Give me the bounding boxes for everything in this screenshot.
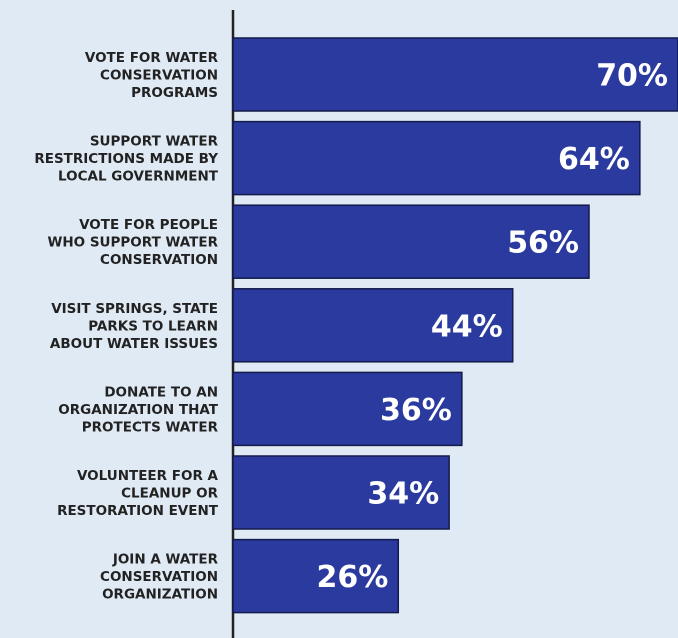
category-label-line: JOIN A WATER [112, 552, 219, 568]
category-label-line: PROGRAMS [131, 85, 218, 101]
category-label: VISIT SPRINGS, STATE PARKS TO LEARN ABOUT … [50, 301, 218, 352]
category-label-line: VOLUNTEER FOR A [77, 468, 219, 484]
category-label-line: ORGANIZATION THAT [58, 402, 219, 418]
bar-value-label: 36% [380, 393, 452, 428]
category-label: VOTE FOR PEOPLE WHO SUPPORT WATER CONSERVA… [47, 217, 218, 268]
bar-value-label: 44% [431, 309, 503, 344]
bar [232, 204, 590, 279]
category-label-line: RESTRICTIONS MADE BY [34, 151, 218, 167]
bar-value-label: 64% [558, 142, 630, 177]
category-label-line: DONATE TO AN [104, 384, 218, 400]
category-label: JOIN A WATER CONSERVATION ORGANIZATION [100, 552, 219, 603]
bar [232, 371, 463, 447]
category-label-line: PROTECTS WATER [82, 419, 219, 435]
category-label: DONATE TO AN ORGANIZATION THAT PROTECTS WA… [58, 384, 219, 435]
bar [232, 37, 678, 112]
category-label-line: ABOUT WATER ISSUES [50, 336, 218, 352]
category-label: SUPPORT WATER RESTRICTIONS MADE BY LOCAL G… [34, 134, 218, 185]
category-label-line: VOTE FOR PEOPLE [79, 217, 218, 233]
category-label-line: CONSERVATION [100, 68, 218, 84]
category-label-line: CONSERVATION [100, 252, 218, 268]
bar-value-label: 34% [367, 477, 439, 512]
category-label-line: CLEANUP OR [121, 486, 219, 502]
bar-value-label: 26% [316, 560, 388, 595]
category-label-line: LOCAL GOVERNMENT [58, 169, 219, 185]
category-label-line: VOTE FOR WATER [85, 50, 219, 66]
bar [232, 538, 400, 614]
bar-value-label: 70% [596, 59, 668, 94]
category-label-line: SUPPORT WATER [90, 134, 219, 150]
bar [232, 120, 641, 196]
bar-value-label: 56% [507, 226, 579, 261]
category-label-line: CONSERVATION [100, 569, 218, 585]
category-label-line: ORGANIZATION [102, 587, 218, 603]
category-label: VOTE FOR WATER CONSERVATION PROGRAMS [85, 50, 219, 101]
category-label-line: WHO SUPPORT WATER [47, 235, 218, 251]
category-label-line: RESTORATION EVENT [57, 503, 219, 519]
category-label-line: VISIT SPRINGS, STATE [51, 301, 218, 317]
bar [232, 288, 514, 363]
bar [232, 455, 450, 530]
bars-group: 70%VOTE FOR WATER CONSERVATION PROGRAMS64%… [34, 37, 678, 614]
category-label: VOLUNTEER FOR A CLEANUP OR RESTORATION EVE… [57, 468, 219, 519]
category-label-line: PARKS TO LEARN [88, 318, 218, 334]
